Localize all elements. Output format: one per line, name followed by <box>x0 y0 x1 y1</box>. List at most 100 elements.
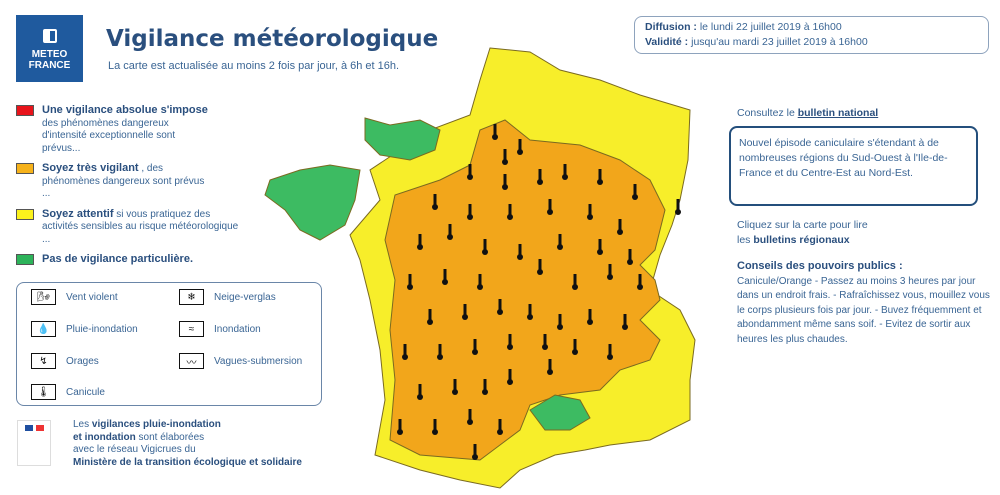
vigicrues-note: Les vigilances pluie-inondation et inonda… <box>73 419 302 469</box>
diffusion-date: le lundi 22 juillet 2019 à 16h00 <box>699 21 842 33</box>
thermometer-icon <box>462 304 468 320</box>
orange-zone[interactable] <box>384 119 666 461</box>
note-bold: vigilances pluie-inondation <box>91 419 221 430</box>
regional-bulletins: Cliquez sur la carte pour lire les bullet… <box>737 218 868 248</box>
thermometer-icon <box>542 334 548 350</box>
thermometer-icon <box>502 149 508 165</box>
consult-national: Consultez le bulletin national <box>737 107 878 119</box>
thermometer-icon <box>472 339 478 355</box>
thermometer-icon <box>432 419 438 435</box>
thermometer-icon <box>477 274 483 290</box>
legend-neige: ❄ Neige-verglas <box>179 289 276 305</box>
thermometer-icon <box>437 344 443 360</box>
thermometer-icon <box>537 169 543 185</box>
thermometer-icon <box>517 139 523 155</box>
legend-canicule: 🌡 Canicule <box>31 384 105 400</box>
thermometer-icon <box>482 379 488 395</box>
thermometer-icon <box>432 194 438 210</box>
green-swatch <box>16 254 34 265</box>
validite-label: Validité : <box>645 36 689 48</box>
legend-inondation: ≈ Inondation <box>179 321 261 337</box>
green-zone-south[interactable] <box>529 394 591 431</box>
diffusion-label: Diffusion : <box>645 21 697 33</box>
public-advice: Conseils des pouvoirs publics : Canicule/… <box>737 259 992 347</box>
legend-green: Pas de vigilance particulière. <box>16 253 256 267</box>
thermometer-icon <box>467 409 473 425</box>
thermometer-icon <box>517 244 523 260</box>
thermometer-icon <box>467 164 473 180</box>
thermometer-icon <box>492 124 498 140</box>
legend-orages: ↯ Orages <box>31 353 99 369</box>
validite-date: jusqu'au mardi 23 juillet 2019 à 16h00 <box>691 36 868 48</box>
meteo-france-logo[interactable]: METEO FRANCE <box>16 15 83 82</box>
thermometer-icon <box>502 174 508 190</box>
government-logo <box>17 420 51 466</box>
thermometer-icon <box>637 274 643 290</box>
episode-box: Nouvel épisode caniculaire s'étendant à … <box>729 126 978 206</box>
thermometer-icon <box>572 339 578 355</box>
thermometer-icon <box>467 204 473 220</box>
logo-text: METEO <box>31 49 68 60</box>
consult-text: Consultez le <box>737 107 798 119</box>
page-title: Vigilance météorologique <box>106 26 439 52</box>
thermometer-icon <box>507 334 513 350</box>
thermometer-icon <box>527 304 533 320</box>
label: Inondation <box>214 323 261 335</box>
thermometer-icon <box>562 164 568 180</box>
red-swatch <box>16 105 34 116</box>
legend-text: des phénomènes dangereux d'intensité exc… <box>42 117 176 154</box>
thermometer-icon <box>632 184 638 200</box>
thermometer-icon <box>417 384 423 400</box>
green-zone-brittany[interactable] <box>264 164 361 241</box>
click-text: les <box>737 234 754 246</box>
legend-title: Une vigilance absolue s'impose <box>42 104 208 116</box>
green-zone-normandy[interactable] <box>364 117 441 161</box>
thermometer-icon: 🌡 <box>31 384 56 400</box>
advice-title: Conseils des pouvoirs publics : <box>737 260 903 272</box>
thermometer-icon <box>417 234 423 250</box>
label: Canicule <box>66 386 105 398</box>
thermometer-icon <box>537 259 543 275</box>
note-bold: et inondation <box>73 431 136 443</box>
note-text: Les <box>73 419 92 430</box>
thermometer-icon <box>675 199 681 215</box>
thermometer-icon <box>547 199 553 215</box>
logo-mark-icon <box>42 29 57 43</box>
click-text: Cliquez sur la carte pour lire <box>737 219 868 231</box>
page-subtitle: La carte est actualisée au moins 2 fois … <box>108 60 400 72</box>
thermometer-icon <box>452 379 458 395</box>
legend-red: Une vigilance absolue s'impose des phénom… <box>16 104 256 155</box>
vigilance-legend: Une vigilance absolue s'impose des phénom… <box>16 104 256 267</box>
legend-text: si vous pratiquez des activités sensible… <box>42 208 239 245</box>
legend-text: , des phénomènes dangereux sont prévus .… <box>42 163 205 199</box>
thermometer-icon <box>407 274 413 290</box>
validity-box: Diffusion : le lundi 22 juillet 2019 à 1… <box>634 16 989 54</box>
legend-title: Soyez attentif <box>42 207 114 220</box>
logo-text: FRANCE <box>28 60 71 71</box>
bulletin-national-link[interactable]: bulletin national <box>797 107 879 119</box>
france-vigilance-map[interactable] <box>258 40 708 495</box>
thermometer-icon <box>572 274 578 290</box>
thermometer-icon <box>597 169 603 185</box>
thermometer-icon <box>447 224 453 240</box>
thermometer-icon <box>497 299 503 315</box>
note-text: sont élaborées <box>135 431 205 443</box>
bulletins-regionaux-link[interactable]: bulletins régionaux <box>753 234 850 246</box>
ministry-name: Ministère de la transition écologique et… <box>73 456 302 468</box>
flood-icon: ≈ <box>179 321 204 337</box>
legend-vagues: 〰 Vagues-submersion <box>179 353 302 369</box>
thermometer-icon <box>442 269 448 285</box>
thermometer-icon <box>587 309 593 325</box>
thermometer-icon <box>497 419 503 435</box>
thermometer-icon <box>622 314 628 330</box>
wave-icon: 〰 <box>179 353 204 369</box>
label: Vent violent <box>66 291 118 303</box>
thermometer-icon <box>607 344 613 360</box>
snow-ice-icon: ❄ <box>179 289 204 305</box>
thermometer-icon <box>402 344 408 360</box>
thermometer-icon <box>597 239 603 255</box>
legend-orange: Soyez très vigilant , des phénomènes dan… <box>16 162 256 201</box>
thermometer-icon <box>547 359 553 375</box>
legend-pluie: 💧 Pluie-inondation <box>31 321 138 337</box>
thermometer-icon <box>507 369 513 385</box>
